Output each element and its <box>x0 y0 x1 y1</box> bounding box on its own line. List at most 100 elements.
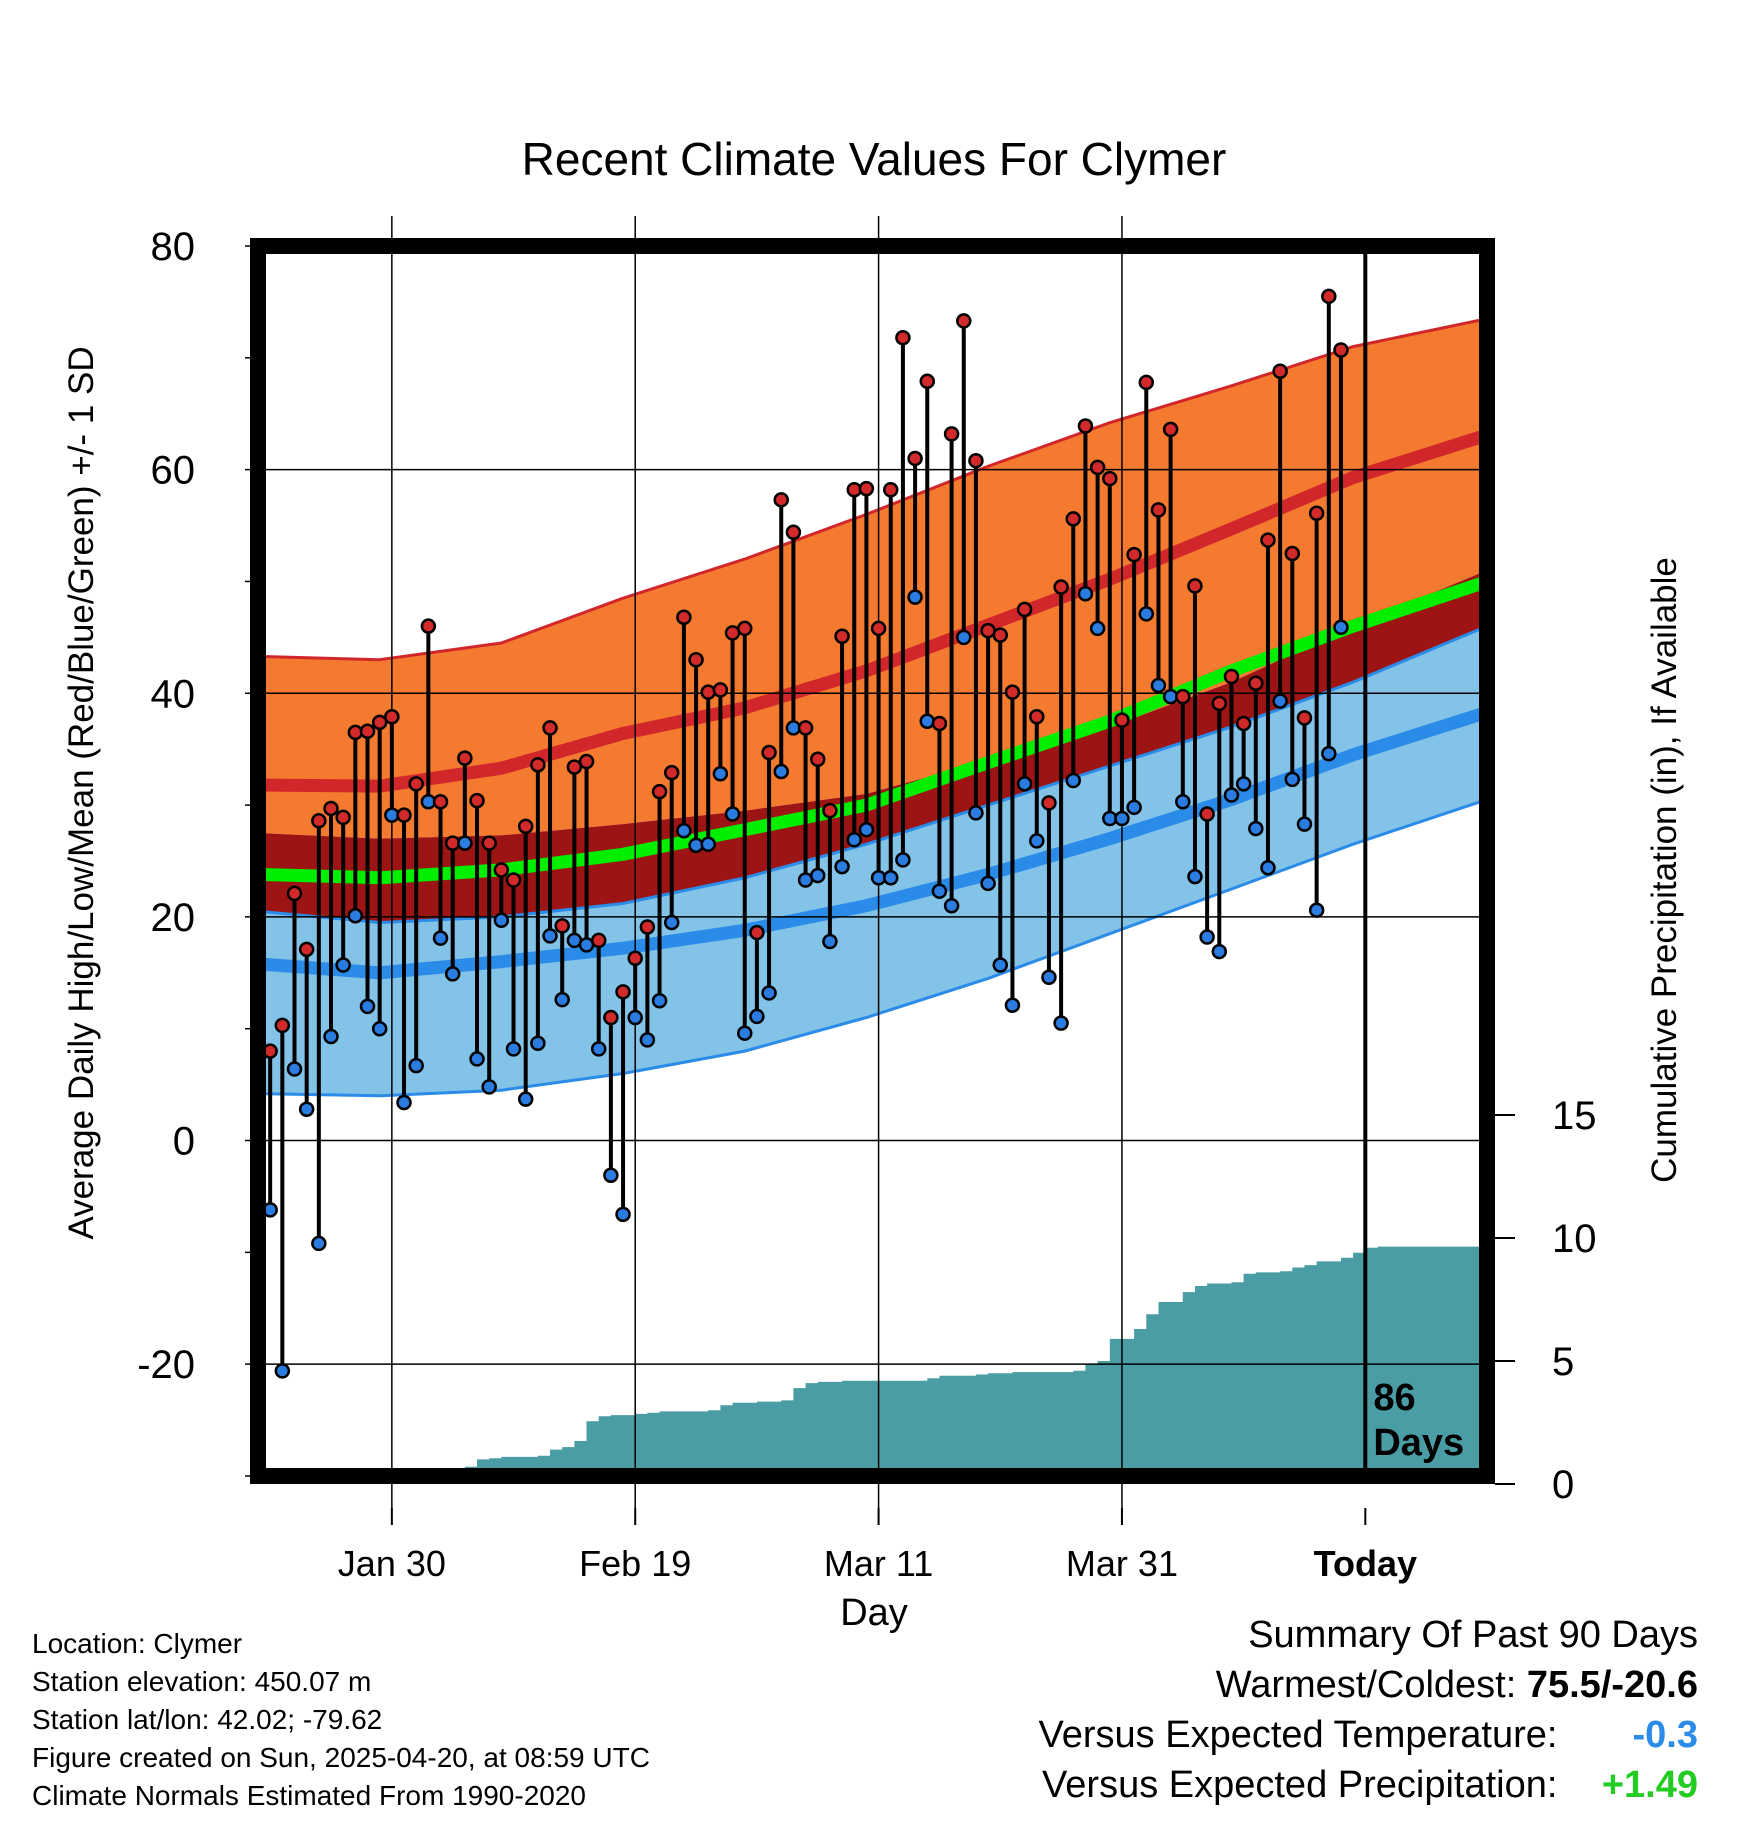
y2-tick-label: 15 <box>1552 1094 1597 1138</box>
daily-low-point <box>274 1363 291 1379</box>
daily-low-point <box>335 957 351 973</box>
daily-low-point <box>822 933 838 950</box>
daily-low-point <box>651 993 668 1009</box>
x-tick-label: Mar 11 <box>824 1543 933 1584</box>
daily-high-point <box>956 313 972 329</box>
y-tick-label: 60 <box>151 449 196 493</box>
daily-low-point <box>931 883 948 899</box>
daily-high-point <box>481 835 497 851</box>
daily-high-point <box>1321 288 1337 305</box>
daily-low-point <box>700 836 716 852</box>
daily-high-point <box>408 776 424 792</box>
daily-low-point <box>773 763 789 780</box>
daily-values <box>250 288 1349 1379</box>
daily-low-point <box>1260 859 1276 876</box>
daily-low-point <box>736 1025 753 1041</box>
x-axis-label: Day <box>840 1592 908 1634</box>
daily-low-point <box>895 852 911 868</box>
daily-low-point <box>992 957 1009 973</box>
daily-low-point <box>1175 793 1191 810</box>
daily-high-point <box>651 783 668 800</box>
daily-low-point <box>919 713 936 729</box>
daily-high-point <box>870 620 887 637</box>
y2-tick-label: 5 <box>1552 1340 1574 1384</box>
daily-high-point <box>286 885 303 902</box>
daily-high-point <box>542 720 558 736</box>
daily-low-point <box>1235 776 1252 792</box>
daily-high-point <box>311 812 327 829</box>
daily-high-point <box>1041 795 1057 811</box>
daily-high-point <box>566 759 583 775</box>
daily-low-point <box>590 1041 607 1057</box>
precip-vs-expected-value: +1.49 <box>1601 1764 1698 1806</box>
daily-high-point <box>809 751 826 767</box>
temp-vs-expected-row: Versus Expected Temperature: -0.3 <box>1039 1710 1698 1760</box>
y-axis-label: Average Daily High/Low/Mean (Red/Blue/Gr… <box>62 346 101 1239</box>
daily-low-point <box>1296 816 1313 832</box>
daily-low-point <box>603 1167 619 1183</box>
daily-low-point <box>907 589 923 605</box>
daily-high-point <box>943 426 960 442</box>
daily-high-point <box>858 480 875 497</box>
daily-high-point <box>773 492 789 508</box>
daily-low-point <box>676 823 692 839</box>
daily-low-point <box>469 1051 485 1067</box>
high-sd-band <box>258 318 1487 839</box>
y-tick-label: 40 <box>151 672 196 716</box>
daily-low-point <box>554 991 570 1008</box>
plot-frame <box>250 238 1495 1484</box>
daily-low-point <box>1223 787 1240 803</box>
daily-low-point <box>980 875 996 892</box>
daily-high-point <box>1114 712 1130 728</box>
daily-low-point <box>542 928 558 944</box>
daily-low-point <box>1041 969 1057 986</box>
elevation-text: Station elevation: 450.07 m <box>32 1666 372 1697</box>
daily-high-point <box>1053 579 1069 595</box>
daily-high-point <box>822 802 838 819</box>
y2-tick-label: 10 <box>1552 1217 1597 1261</box>
daily-high-point <box>1077 418 1094 434</box>
station-info: Location: Clymer Station elevation: 450.… <box>32 1625 650 1815</box>
y-tick-label: 20 <box>151 896 196 940</box>
daily-low-point <box>347 908 364 924</box>
daily-high-point <box>627 950 643 967</box>
daily-high-point <box>517 818 534 835</box>
daily-low-point <box>724 806 741 822</box>
daily-high-point <box>1162 421 1179 438</box>
daily-high-point <box>1004 684 1021 700</box>
daily-high-point <box>554 918 570 934</box>
daily-high-point <box>1235 715 1252 732</box>
daily-high-point <box>712 682 729 698</box>
daily-low-point <box>1138 606 1155 622</box>
daily-low-point <box>298 1101 315 1117</box>
daily-low-point <box>457 835 473 851</box>
daily-low-point <box>809 867 826 884</box>
daily-high-point <box>1016 601 1033 618</box>
daily-high-point <box>907 450 923 467</box>
daily-low-point <box>639 1032 656 1048</box>
daily-low-point <box>1114 810 1130 827</box>
daily-low-point <box>517 1091 534 1107</box>
daily-low-point <box>1150 677 1167 694</box>
daily-low-point <box>943 897 960 914</box>
daily-high-point <box>1284 545 1301 562</box>
daily-low-point <box>834 858 850 875</box>
x-tick-label: Jan 30 <box>338 1543 446 1584</box>
daily-low-point <box>530 1035 546 1052</box>
daily-high-point <box>676 609 692 625</box>
latlon-text: Station lat/lon: 42.02; -79.62 <box>32 1704 383 1735</box>
x-tick-label: Today <box>1314 1543 1417 1584</box>
daily-high-point <box>469 792 485 809</box>
daily-low-point <box>359 998 376 1015</box>
daily-high-point <box>1089 459 1106 476</box>
daily-low-point <box>323 1028 339 1045</box>
daily-low-point <box>1248 820 1264 837</box>
daily-low-point <box>956 629 972 646</box>
daily-high-point <box>1150 502 1167 518</box>
daily-high-point <box>1102 470 1118 487</box>
daily-high-point <box>1175 688 1191 705</box>
created-text: Figure created on Sun, 2025-04-20, at 08… <box>32 1742 650 1773</box>
daily-low-point <box>481 1079 497 1095</box>
precip-vs-expected-row: Versus Expected Precipitation: +1.49 <box>1039 1760 1698 1810</box>
daily-high-point <box>323 800 339 817</box>
